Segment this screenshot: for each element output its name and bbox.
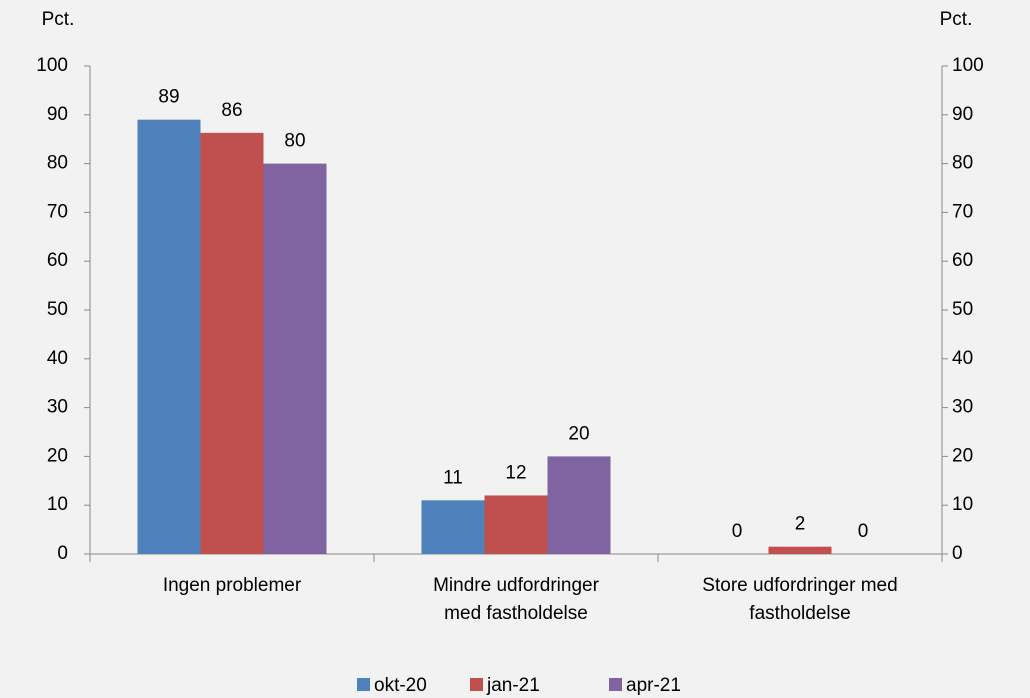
y-tick-label: 0 [57, 543, 68, 564]
bar [200, 132, 264, 554]
y2-tick-label: 30 [952, 397, 973, 418]
y2-tick-label: 0 [952, 543, 963, 564]
y-tick-label: 90 [47, 104, 68, 125]
bar [263, 163, 327, 554]
data-label: 89 [158, 87, 179, 108]
y2-tick-label: 20 [952, 445, 973, 466]
legend-swatch [609, 678, 622, 691]
bar [484, 495, 548, 554]
y-tick-label: 70 [47, 201, 68, 222]
y-tick-label: 30 [47, 397, 68, 418]
bar [421, 500, 485, 554]
legend-swatch [357, 678, 370, 691]
x-tick-label: fastholdelse [749, 603, 850, 624]
x-tick-label: Ingen problemer [163, 575, 302, 596]
x-tick-label: Store udfordringer med [702, 575, 897, 596]
bar [137, 119, 201, 555]
data-label: 11 [443, 467, 463, 488]
bar [547, 456, 611, 554]
legend-swatch [470, 678, 483, 691]
data-label: 20 [568, 423, 589, 444]
y2-tick-label: 100 [952, 55, 984, 76]
y2-tick-label: 90 [952, 104, 973, 125]
legend-label: okt-20 [374, 675, 427, 696]
y2-tick-label: 60 [952, 250, 973, 271]
x-tick-label: med fastholdelse [444, 603, 588, 624]
y-tick-label: 80 [47, 153, 68, 174]
x-tick-label: Mindre udfordringer [433, 575, 599, 596]
bar [768, 546, 832, 554]
y2-tick-label: 80 [952, 153, 973, 174]
y-tick-label: 10 [47, 494, 68, 515]
data-label: 0 [858, 521, 869, 542]
data-label: 86 [221, 100, 242, 121]
y-tick-label: 50 [47, 299, 68, 320]
y-axis-label: Pct. [42, 9, 75, 30]
y-tick-label: 60 [47, 250, 68, 271]
y-tick-label: 20 [47, 445, 68, 466]
y2-tick-label: 40 [952, 348, 973, 369]
y2-tick-label: 70 [952, 201, 973, 222]
legend-label: apr-21 [626, 675, 681, 696]
y-tick-label: 40 [47, 348, 68, 369]
data-label: 12 [505, 462, 526, 483]
data-label: 2 [795, 514, 806, 535]
y2-tick-label: 10 [952, 494, 973, 515]
data-label: 0 [732, 521, 743, 542]
data-label: 80 [284, 131, 305, 152]
y2-axis-label: Pct. [940, 9, 973, 30]
legend-label: jan-21 [486, 675, 540, 696]
y2-tick-label: 50 [952, 299, 973, 320]
y-tick-label: 100 [36, 55, 68, 76]
